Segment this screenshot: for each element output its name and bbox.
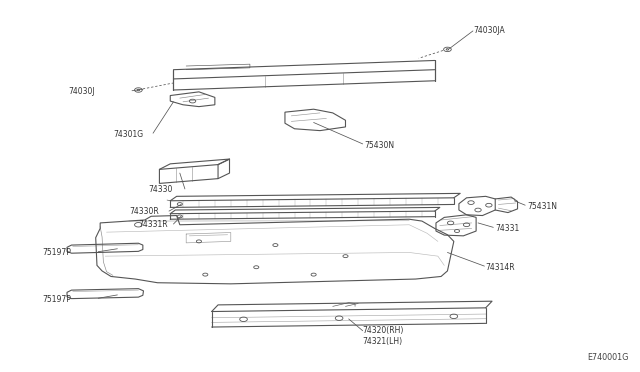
Text: 74330: 74330 — [148, 185, 172, 194]
Text: 74331: 74331 — [495, 224, 520, 233]
Text: 75197P: 75197P — [43, 248, 72, 257]
Text: 74030JA: 74030JA — [473, 26, 505, 35]
Text: E740001G: E740001G — [588, 353, 629, 362]
Text: 75197P: 75197P — [43, 295, 72, 304]
Text: 74330R: 74330R — [129, 207, 159, 217]
Text: 74030J: 74030J — [68, 87, 95, 96]
Text: 74314R: 74314R — [486, 263, 515, 272]
Text: 74301G: 74301G — [113, 130, 143, 139]
Text: 74331R: 74331R — [138, 220, 168, 229]
Text: 74320(RH): 74320(RH) — [363, 326, 404, 335]
Text: 74321(LH): 74321(LH) — [363, 337, 403, 346]
Text: 75431N: 75431N — [527, 202, 557, 211]
Text: 75430N: 75430N — [365, 141, 395, 150]
